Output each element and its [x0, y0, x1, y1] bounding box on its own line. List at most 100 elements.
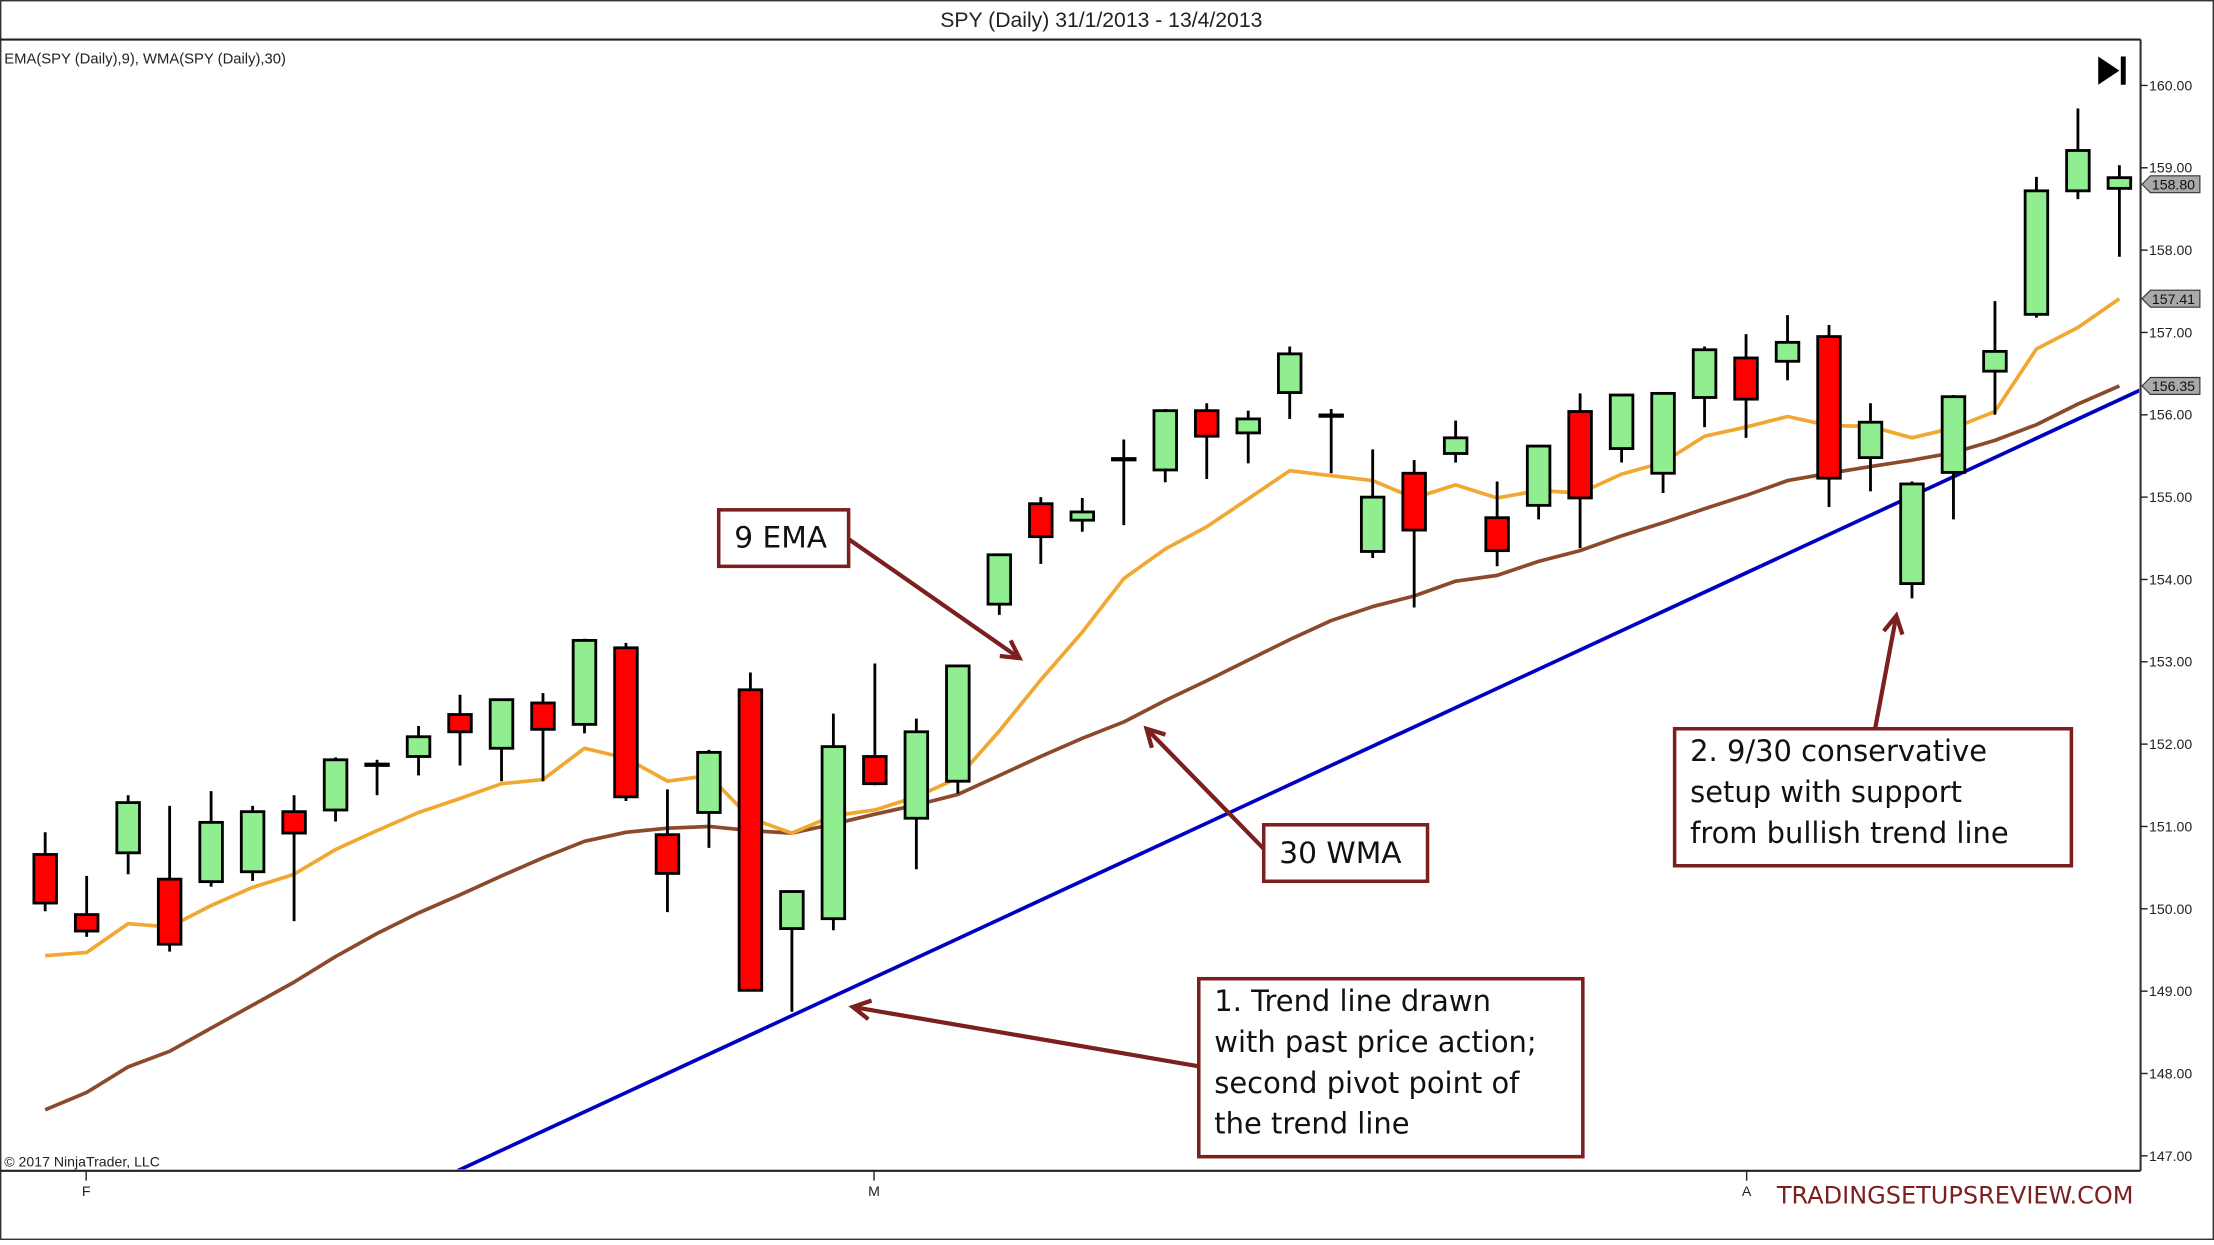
price-marker: 156.35: [2141, 376, 2201, 396]
date-tick-label: M: [868, 1183, 880, 1199]
candle[interactable]: [1774, 315, 1801, 381]
price-marker: 157.41: [2141, 289, 2201, 308]
indicator-label: EMA(SPY (Daily),9), WMA(SPY (Daily),30): [4, 52, 286, 68]
annotation-30-wma: 30 WMA: [1261, 823, 1430, 884]
chart-title: SPY (Daily) 31/1/2013 - 13/4/2013: [940, 9, 1262, 32]
skip-to-end-icon[interactable]: [2098, 56, 2126, 85]
price-tick-label: 151.00: [2149, 818, 2192, 834]
price-tick-label: 159.00: [2149, 160, 2192, 176]
candle[interactable]: [1691, 346, 1718, 428]
date-tick-label: A: [1742, 1183, 1752, 1199]
candle[interactable]: [737, 672, 764, 992]
annotation-text: from bullish trend line: [1690, 816, 2008, 850]
candle[interactable]: [1401, 460, 1427, 608]
wma-line: [44, 384, 2121, 1112]
price-tick-label: 147.00: [2149, 1148, 2192, 1164]
candle[interactable]: [1152, 409, 1178, 483]
candle[interactable]: [903, 718, 930, 870]
candle[interactable]: [239, 805, 266, 881]
annotations: 9 EMA 30 WMA 1. Trend line drawn with past …: [716, 508, 2074, 1159]
annotation-text: 30 WMA: [1279, 835, 1402, 870]
price-markers: 158.80 157.41 156.35: [2141, 175, 2201, 396]
annotation-setup: 2. 9/30 conservative setup with support fr…: [1672, 726, 2074, 868]
candle[interactable]: [862, 663, 888, 786]
candle[interactable]: [198, 791, 224, 887]
price-tick-label: 158.00: [2149, 242, 2192, 258]
copyright-text: © 2017 NinjaTrader, LLC: [4, 1154, 160, 1170]
candle[interactable]: [2023, 176, 2050, 318]
candle[interactable]: [613, 642, 639, 801]
candle[interactable]: [364, 759, 390, 796]
price-tick-label: 149.00: [2149, 983, 2192, 999]
candle[interactable]: [281, 795, 307, 922]
candle[interactable]: [1069, 497, 1095, 532]
candle[interactable]: [2065, 108, 2091, 200]
candle[interactable]: [322, 757, 349, 822]
annotation-text: 2. 9/30 conservative: [1690, 734, 1987, 768]
annotation-text: with past price action;: [1214, 1025, 1536, 1059]
candle[interactable]: [1899, 481, 1925, 599]
price-tick-label: 148.00: [2149, 1065, 2192, 1081]
candle[interactable]: [1028, 497, 1054, 564]
candle[interactable]: [32, 832, 58, 912]
svg-text:156.35: 156.35: [2152, 378, 2195, 394]
candle[interactable]: [945, 664, 971, 794]
price-tick-label: 157.00: [2149, 324, 2192, 340]
price-tick-label: 152.00: [2149, 736, 2192, 752]
annotation-text: second pivot point of: [1214, 1066, 1520, 1100]
candle[interactable]: [1235, 410, 1261, 464]
price-axis[interactable]: 160.00 159.00 158.00 157.00 156.00 155.00 154.…: [2140, 77, 2193, 1164]
date-tick-label: F: [82, 1183, 91, 1199]
candle[interactable]: [1277, 346, 1303, 419]
candle[interactable]: [1733, 334, 1759, 438]
candle[interactable]: [1982, 301, 2008, 415]
candle[interactable]: [1194, 403, 1220, 480]
watermark: TRADINGSETUPSREVIEW.COM: [1776, 1181, 2134, 1209]
candle[interactable]: [779, 890, 805, 1012]
candle[interactable]: [1857, 403, 1884, 492]
price-tick-label: 154.00: [2149, 571, 2192, 587]
candle[interactable]: [1567, 393, 1593, 549]
candle[interactable]: [1816, 325, 1842, 508]
candle[interactable]: [1359, 449, 1386, 559]
annotation-text: 9 EMA: [734, 519, 828, 554]
price-tick-label: 153.00: [2149, 654, 2192, 670]
candle[interactable]: [986, 553, 1013, 615]
price-tick-label: 150.00: [2149, 901, 2192, 917]
candles: [32, 108, 2133, 1012]
candle[interactable]: [654, 789, 681, 913]
annotation-text: the trend line: [1214, 1107, 1409, 1141]
candle[interactable]: [1442, 420, 1469, 463]
candle[interactable]: [530, 693, 556, 782]
price-marker: 158.80: [2141, 175, 2201, 194]
candle[interactable]: [1318, 409, 1344, 474]
ema-line: [45, 297, 2121, 958]
price-tick-label: 155.00: [2149, 489, 2192, 505]
trend-line[interactable]: [456, 388, 2140, 1171]
price-tick-label: 156.00: [2149, 407, 2192, 423]
candle[interactable]: [1111, 439, 1137, 526]
candle[interactable]: [696, 749, 722, 848]
candle[interactable]: [73, 875, 100, 937]
candle[interactable]: [1525, 444, 1552, 520]
svg-text:157.41: 157.41: [2152, 291, 2195, 307]
price-tick-label: 160.00: [2149, 77, 2192, 93]
candle[interactable]: [447, 694, 473, 766]
svg-text:158.80: 158.80: [2152, 176, 2195, 192]
candle[interactable]: [156, 805, 183, 952]
candle[interactable]: [1608, 393, 1635, 463]
candle[interactable]: [1650, 391, 1676, 494]
candle[interactable]: [571, 638, 598, 734]
candle[interactable]: [488, 698, 515, 782]
candle[interactable]: [115, 795, 141, 875]
candle[interactable]: [1484, 481, 1510, 567]
annotation-trend-line: 1. Trend line drawn with past price actio…: [1197, 976, 1585, 1159]
candle[interactable]: [1940, 395, 1967, 520]
candle[interactable]: [405, 726, 432, 776]
annotation-9-ema: 9 EMA: [716, 508, 851, 569]
candle[interactable]: [2106, 165, 2133, 257]
candle[interactable]: [820, 713, 847, 931]
